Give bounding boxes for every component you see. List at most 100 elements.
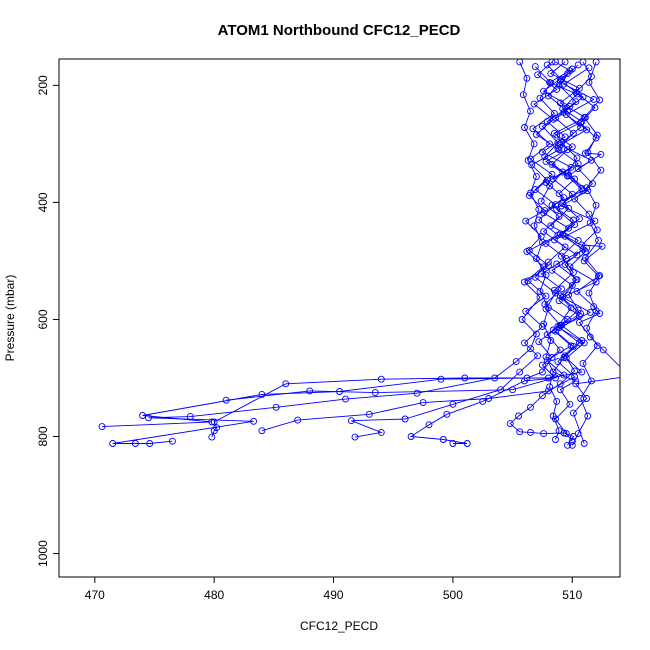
data-point-12-19 — [587, 377, 595, 385]
data-point-5-20 — [527, 345, 534, 353]
data-point-1-1 — [552, 59, 559, 66]
data-point-12-6 — [584, 149, 592, 157]
data-point-10-5 — [577, 124, 585, 131]
data-point-10-17 — [574, 306, 582, 314]
data-point-5-24 — [342, 395, 349, 403]
data-point-11-11 — [530, 222, 538, 230]
data-point-11-14 — [542, 271, 550, 279]
chart-title: ATOM1 Northbound CFC12_PECD — [218, 22, 461, 39]
data-point-10-19 — [578, 337, 586, 344]
data-point-11-5 — [521, 124, 528, 131]
data-point-9-11 — [565, 224, 573, 232]
data-point-6-23 — [461, 374, 469, 382]
data-point-10-22 — [556, 380, 564, 388]
data-point-7-19 — [521, 339, 528, 347]
data-point-9-24 — [443, 410, 451, 418]
data-point-12-11 — [595, 236, 602, 244]
data-point-8-3 — [572, 98, 580, 106]
data-point-11-6 — [530, 140, 538, 148]
data-point-9-12 — [542, 239, 550, 247]
data-point-3-25 — [258, 390, 266, 398]
y-axis-label: Pressure (mbar) — [3, 275, 17, 362]
data-point-9-25 — [425, 421, 433, 429]
data-point-5-25 — [272, 403, 280, 411]
data-point-10-12 — [556, 230, 564, 238]
data-point-10-26 — [506, 420, 514, 428]
data-point-11-4 — [527, 107, 534, 115]
data-point-8-13 — [573, 251, 581, 259]
data-point-11-24 — [555, 427, 563, 435]
data-point-7-23 — [449, 400, 457, 408]
data-point-8-5 — [569, 129, 577, 137]
data-point-8-27 — [258, 427, 266, 435]
data-point-7-8 — [548, 170, 556, 178]
data-point-8-16 — [555, 297, 563, 305]
data-point-1-10 — [571, 175, 579, 183]
data-point-12-21 — [584, 412, 592, 420]
data-point-5-32 — [168, 437, 176, 445]
data-point-10-10 — [559, 200, 567, 208]
data-point-7-9 — [531, 186, 539, 193]
data-point-8-8 — [549, 175, 557, 183]
data-point-10-29 — [540, 430, 548, 438]
data-point-3-24 — [336, 388, 343, 395]
data-point-6-19 — [580, 339, 588, 347]
data-point-7-13 — [525, 246, 533, 254]
data-point-5-1 — [548, 59, 556, 66]
data-point-12-8 — [583, 184, 591, 192]
data-point-1-11 — [555, 190, 563, 198]
data-point-10-25 — [515, 412, 522, 420]
data-point-9-20 — [538, 361, 546, 369]
data-point-4-15 — [598, 242, 606, 250]
data-point-10-16 — [565, 291, 573, 299]
data-point-3-16 — [552, 289, 559, 297]
data-point-5-7 — [555, 146, 563, 154]
data-point-4-4 — [591, 104, 599, 112]
plot-data — [98, 59, 620, 449]
data-point-6-21 — [578, 368, 586, 376]
data-point-11-16 — [544, 304, 552, 312]
series-line-12 — [571, 61, 602, 446]
data-point-9-14 — [537, 270, 545, 278]
data-point-2-24 — [371, 389, 379, 397]
data-point-5-21 — [512, 358, 520, 366]
data-point-11-2 — [523, 74, 531, 82]
data-point-5-23 — [413, 389, 421, 397]
data-point-12-4 — [580, 114, 588, 121]
data-point-11-19 — [542, 353, 550, 361]
x-tick-label-480: 480 — [204, 588, 224, 602]
data-point-10-13 — [579, 245, 587, 253]
data-point-7-25 — [347, 417, 355, 425]
data-point-11-12 — [538, 238, 546, 246]
data-point-4-23 — [599, 346, 607, 354]
data-point-7-1 — [531, 63, 539, 71]
data-point-11-3 — [519, 91, 527, 99]
data-point-4-12 — [585, 210, 593, 218]
x-tick-label-470: 470 — [85, 588, 105, 602]
data-point-12-7 — [597, 166, 605, 174]
y-tick-label-400: 400 — [36, 192, 50, 212]
data-point-9-27 — [439, 436, 447, 443]
data-point-10-4 — [560, 108, 568, 116]
data-point-2-25 — [306, 387, 314, 395]
data-point-12-17 — [593, 342, 601, 350]
data-point-5-12 — [522, 217, 530, 225]
data-point-3-9 — [546, 182, 554, 190]
data-point-11-17 — [540, 320, 548, 328]
data-point-2-15 — [553, 260, 561, 268]
data-point-6-11 — [591, 217, 599, 225]
series-line-9 — [409, 73, 573, 444]
data-point-8-10 — [553, 205, 561, 213]
x-tick-label-510: 510 — [562, 588, 582, 602]
data-point-7-5 — [529, 125, 537, 133]
data-point-8-26 — [294, 416, 302, 424]
data-point-12-12 — [581, 254, 589, 262]
data-point-9-19 — [556, 346, 564, 354]
data-point-7-16 — [542, 292, 550, 300]
data-point-6-16 — [559, 293, 567, 301]
data-point-5-31 — [146, 440, 154, 447]
series-line-4 — [572, 61, 620, 444]
data-point-9-29 — [449, 440, 457, 447]
data-point-5-16 — [521, 278, 528, 286]
series-line-8 — [261, 68, 581, 432]
